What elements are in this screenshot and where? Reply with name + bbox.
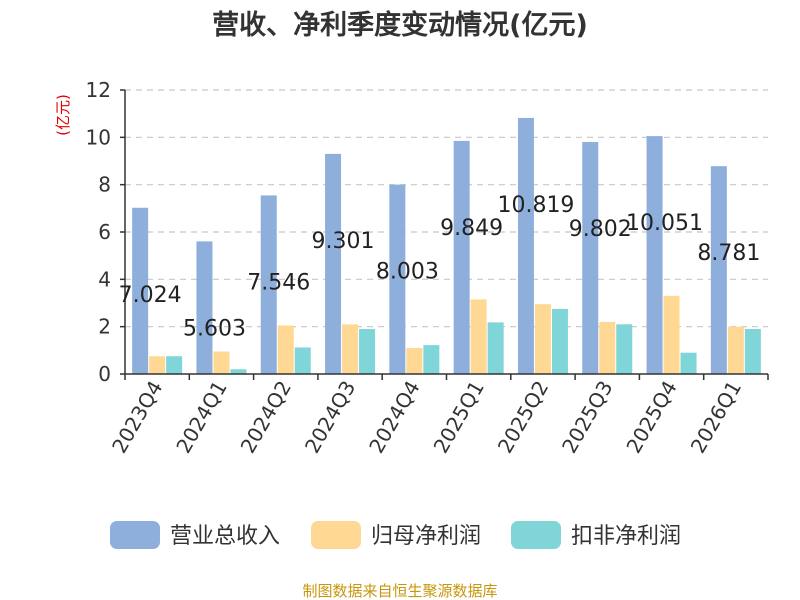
data-label: 7.546 (247, 270, 310, 295)
y-axis-unit: (亿元) (54, 94, 72, 136)
bar-deducted-profit (294, 347, 311, 374)
bar-deducted-profit (551, 308, 568, 374)
legend-label: 营业总收入 (170, 524, 280, 549)
y-tick-label: 4 (98, 267, 111, 291)
x-tick-label: 2025Q2 (493, 377, 553, 458)
legend-item[interactable]: 扣非净利润 (511, 521, 681, 549)
bar-deducted-profit (359, 329, 376, 374)
x-tick-label: 2025Q4 (621, 377, 681, 458)
bar-net-profit (470, 299, 487, 374)
chart-title: 营收、净利季度变动情况(亿元) (212, 9, 588, 41)
bar-deducted-profit (166, 356, 183, 374)
bar-deducted-profit (744, 329, 761, 374)
data-label: 9.301 (312, 229, 375, 254)
legend[interactable]: 营业总收入 归母净利润 扣非净利润 (110, 521, 681, 549)
bar-deducted-profit (616, 324, 633, 374)
y-tick-label: 8 (98, 173, 111, 197)
x-tick-label: 2024Q3 (300, 377, 360, 458)
source-note: 制图数据来自恒生聚源数据库 (302, 582, 497, 600)
legend-swatch (511, 521, 561, 549)
x-tick-label: 2024Q1 (171, 377, 231, 458)
x-tick-label: 2023Q4 (107, 377, 167, 458)
data-label: 5.603 (183, 316, 246, 341)
y-tick-label: 0 (98, 362, 111, 386)
bar-net-profit (406, 347, 423, 374)
axes (120, 89, 769, 380)
bar-revenue (517, 117, 534, 375)
data-label: 9.849 (440, 216, 503, 241)
legend-label: 归母净利润 (371, 524, 481, 549)
bar-revenue (453, 140, 470, 374)
bar-revenue (325, 153, 342, 374)
y-tick-label: 6 (98, 220, 111, 244)
bar-net-profit (534, 304, 551, 374)
legend-swatch (110, 521, 160, 549)
bar-revenue (132, 207, 149, 374)
bar-revenue (582, 142, 599, 374)
gridlines (125, 89, 768, 328)
bar-deducted-profit (230, 369, 247, 374)
bar-net-profit (149, 356, 166, 374)
bar-revenue (260, 195, 277, 374)
data-labels: 7.0245.6037.5469.3018.0039.84910.8199.80… (119, 193, 761, 341)
bar-deducted-profit (680, 352, 697, 374)
legend-label: 扣非净利润 (571, 524, 681, 549)
bar-net-profit (727, 326, 744, 374)
bar-revenue (196, 241, 213, 374)
data-label: 10.819 (497, 193, 574, 218)
legend-item[interactable]: 营业总收入 (110, 521, 280, 549)
x-tick-label: 2025Q3 (557, 377, 617, 458)
data-label: 9.802 (569, 217, 632, 242)
bar-deducted-profit (423, 345, 440, 374)
x-tick-label: 2025Q1 (429, 377, 489, 458)
bar-net-profit (663, 295, 680, 374)
data-label: 8.003 (376, 260, 439, 285)
y-tick-label: 2 (98, 315, 111, 339)
data-label: 8.781 (697, 241, 760, 266)
data-label: 10.051 (626, 211, 703, 236)
bars (132, 117, 761, 375)
y-tick-label: 10 (86, 125, 111, 149)
x-tick-label: 2024Q4 (364, 377, 424, 458)
bar-net-profit (342, 324, 359, 374)
bar-net-profit (213, 351, 230, 374)
data-label: 7.024 (119, 283, 182, 308)
bar-net-profit (277, 325, 294, 374)
x-tick-label: 2024Q2 (236, 377, 296, 458)
x-tick-label: 2026Q1 (686, 377, 746, 458)
y-tick-label: 12 (86, 78, 111, 102)
bar-deducted-profit (487, 322, 504, 374)
bar-revenue (710, 166, 727, 374)
legend-item[interactable]: 归母净利润 (311, 521, 481, 549)
bar-revenue (646, 136, 663, 374)
bar-revenue (389, 184, 406, 374)
legend-swatch (311, 521, 361, 549)
bar-net-profit (599, 321, 616, 374)
